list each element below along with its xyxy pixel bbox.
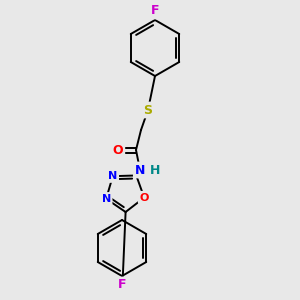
Text: H: H — [150, 164, 160, 176]
Text: N: N — [135, 164, 145, 176]
Text: F: F — [151, 4, 159, 17]
Text: N: N — [108, 171, 117, 181]
Text: O: O — [113, 143, 123, 157]
Text: S: S — [143, 103, 152, 116]
Text: O: O — [140, 193, 149, 202]
Text: N: N — [101, 194, 111, 204]
Text: F: F — [118, 278, 126, 292]
